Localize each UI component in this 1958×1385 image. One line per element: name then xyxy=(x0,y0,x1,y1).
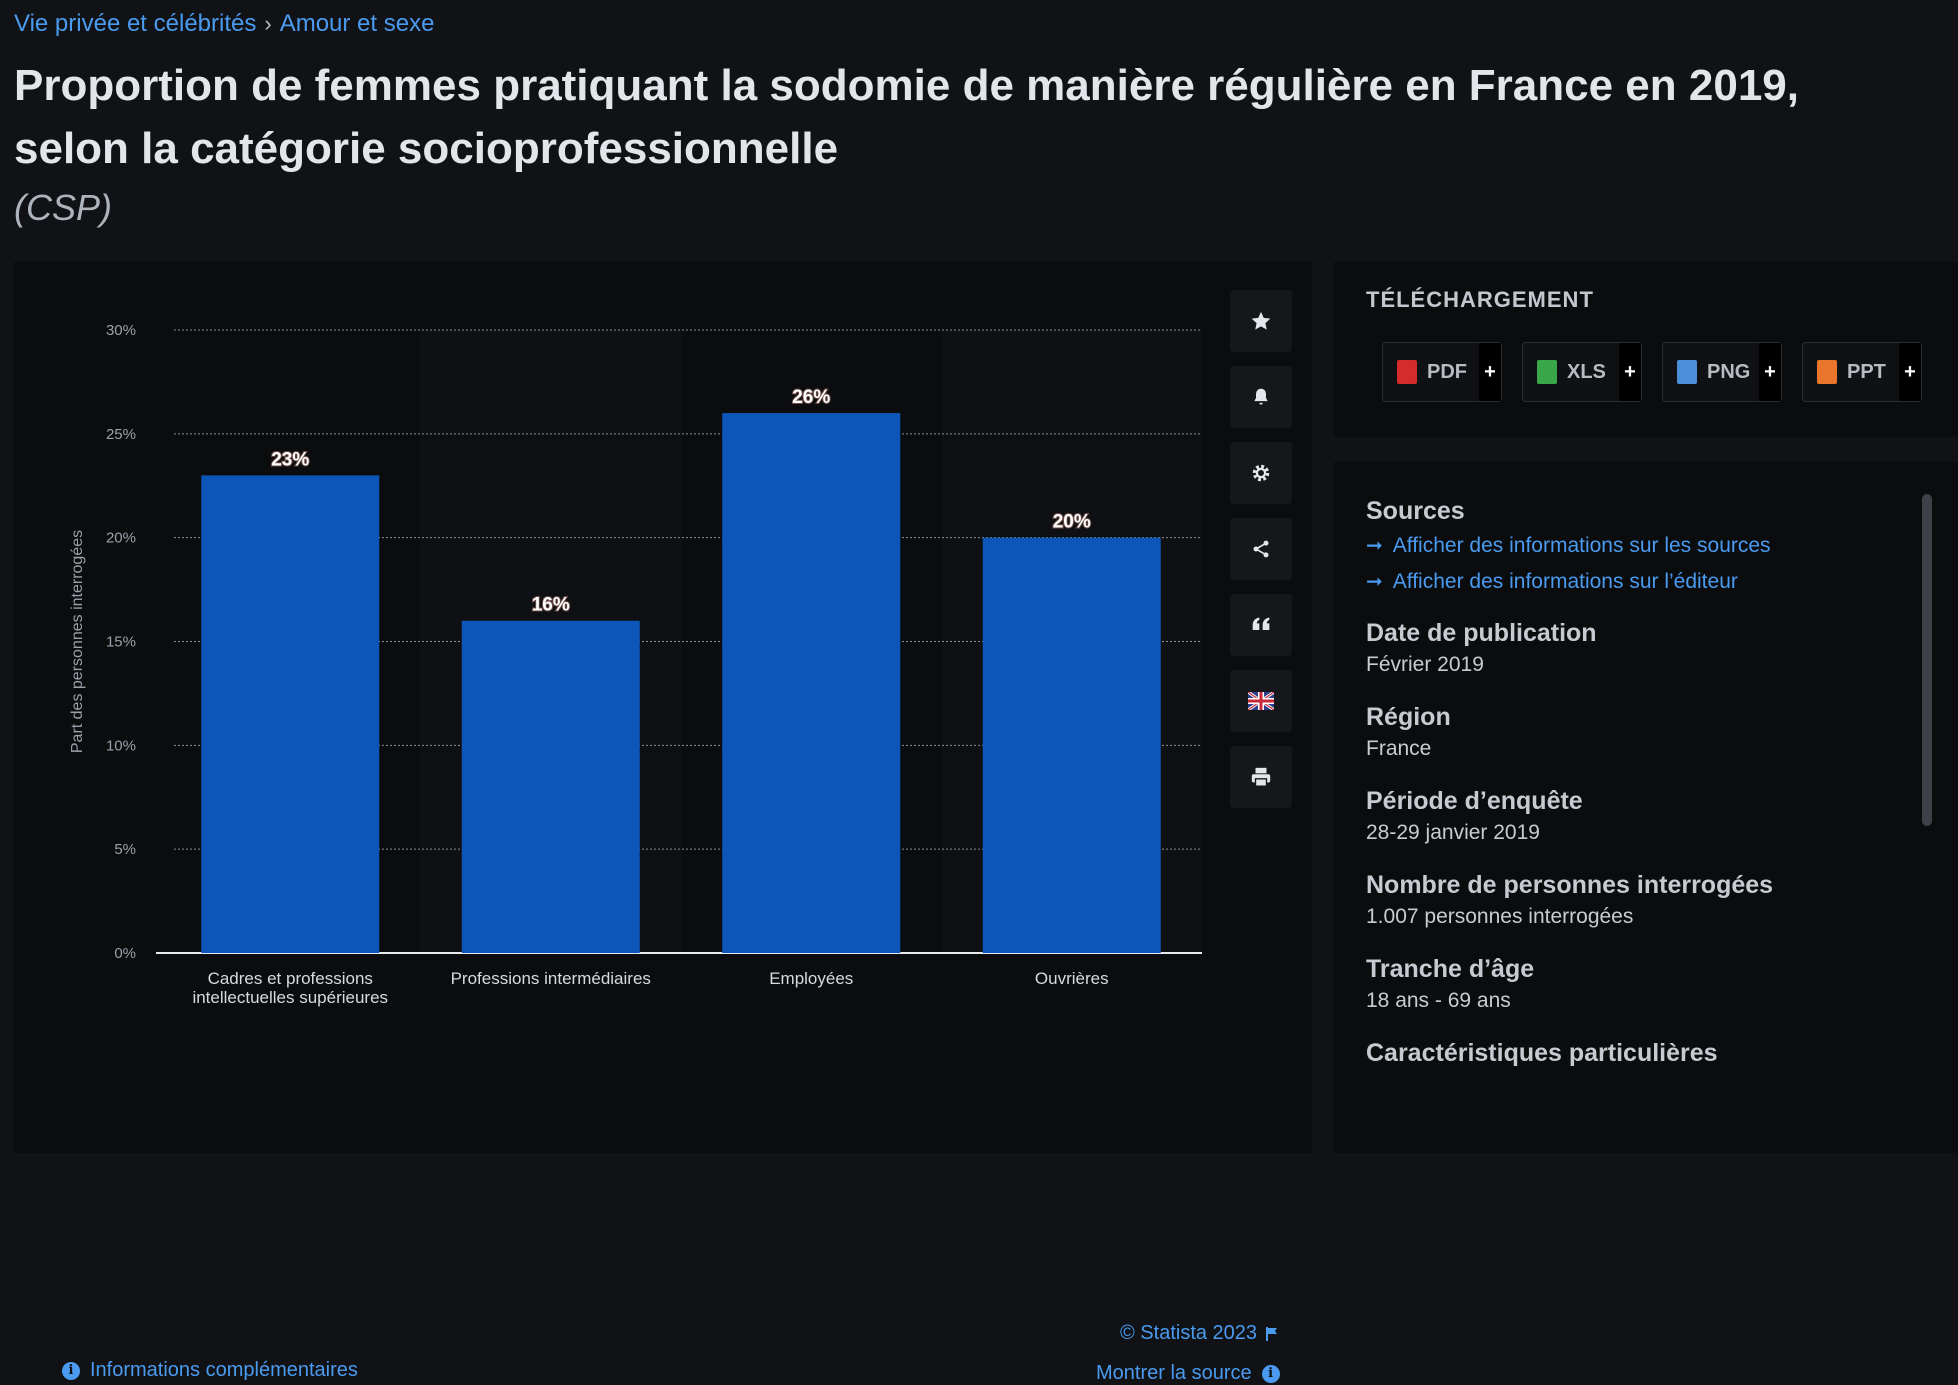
info-icon: i xyxy=(1261,1364,1280,1383)
chart-panel: 0% 5% 10% 15% 20% 25% 30% 23% 16% 26% 20% Cadres … xyxy=(14,262,1312,1384)
download-ppt-label: PPT xyxy=(1847,360,1886,383)
x-tick-label: Employées xyxy=(769,969,853,988)
bar-chart: 0% 5% 10% 15% 20% 25% 30% 23% 16% 26% 20% Cadres … xyxy=(69,322,1202,1007)
period-value: 28-29 janvier 2019 xyxy=(1366,821,1540,844)
plus-icon[interactable]: + xyxy=(1479,343,1501,401)
show-source-link[interactable]: Montrer la source i xyxy=(1096,1362,1280,1385)
download-png-label: PNG xyxy=(1707,360,1751,383)
plus-icon[interactable]: + xyxy=(1619,343,1641,401)
plus-icon[interactable]: + xyxy=(1899,343,1921,401)
breadcrumb-item-privacy[interactable]: Vie privée et célébrités xyxy=(14,10,257,37)
print-button[interactable] xyxy=(1230,746,1292,808)
info-scrollbar[interactable] xyxy=(1922,494,1932,826)
cite-button[interactable] xyxy=(1230,594,1292,656)
chart-toolbar xyxy=(1230,290,1292,808)
share-button[interactable] xyxy=(1230,518,1292,580)
bar xyxy=(461,620,640,953)
star-icon xyxy=(1251,311,1271,330)
y-tick-label: 25% xyxy=(106,426,136,443)
print-icon xyxy=(1251,767,1271,787)
flag-small-icon xyxy=(1266,1326,1278,1341)
show-source-label[interactable]: Montrer la source xyxy=(1096,1362,1252,1384)
data-label: 16% xyxy=(532,595,570,616)
settings-button[interactable] xyxy=(1230,442,1292,504)
breadcrumb: Vie privée et célébrités › Amour et sexe xyxy=(14,10,434,38)
y-tick-label: 10% xyxy=(106,737,136,754)
x-tick-label: Cadres et professions xyxy=(208,969,373,988)
page-title: Proportion de femmes pratiquant la sodom… xyxy=(14,61,1799,173)
sources-link[interactable]: ➞ Afficher des informations sur les sour… xyxy=(1366,528,1906,564)
statista-credit[interactable]: © Statista 2023 xyxy=(1120,1322,1279,1345)
age-heading: Tranche d’âge xyxy=(1366,955,1535,983)
download-png-button[interactable]: PNG + xyxy=(1662,342,1782,402)
ppt-file-icon xyxy=(1817,360,1837,384)
x-tick-label: Professions intermédiaires xyxy=(451,969,651,988)
y-tick-label: 0% xyxy=(114,945,136,962)
publisher-link[interactable]: ➞ Afficher des informations sur l’éditeu… xyxy=(1366,564,1906,600)
download-ppt-button[interactable]: PPT + xyxy=(1802,342,1922,402)
credit-text[interactable]: © Statista 2023 xyxy=(1120,1322,1258,1344)
data-label: 26% xyxy=(792,387,830,408)
png-file-icon xyxy=(1677,360,1697,384)
y-tick-label: 15% xyxy=(106,634,136,651)
data-label: 23% xyxy=(271,449,309,470)
xls-file-icon xyxy=(1537,360,1557,384)
region-heading: Région xyxy=(1366,703,1451,731)
x-tick-label: intellectuelles supérieures xyxy=(192,988,388,1007)
sources-heading: Sources xyxy=(1366,497,1465,525)
flag-icon xyxy=(1248,692,1274,710)
breadcrumb-item-love[interactable]: Amour et sexe xyxy=(279,10,435,37)
special-heading: Caractéristiques particulières xyxy=(1366,1039,1718,1067)
download-pdf-button[interactable]: PDF + xyxy=(1382,342,1502,402)
age-value: 18 ans - 69 ans xyxy=(1366,989,1511,1012)
info-content: Sources ➞ Afficher des informations sur … xyxy=(1366,494,1906,1070)
publisher-link-label[interactable]: Afficher des informations sur l’éditeur xyxy=(1392,570,1738,593)
download-panel: TÉLÉCHARGEMENT PDF + XLS + PNG + PPT + xyxy=(1334,262,1958,437)
more-info-label[interactable]: Informations complémentaires xyxy=(90,1359,358,1381)
favorite-button[interactable] xyxy=(1230,290,1292,352)
share-icon xyxy=(1253,540,1269,558)
more-info-link[interactable]: i Informations complémentaires xyxy=(62,1359,358,1382)
x-tick-label: Ouvrières xyxy=(1035,969,1109,988)
page-subtitle: (CSP) xyxy=(14,187,112,228)
bell-icon xyxy=(1254,388,1268,405)
language-button[interactable] xyxy=(1230,670,1292,732)
respondents-heading: Nombre de personnes interrogées xyxy=(1366,871,1774,899)
arrow-right-icon: ➞ xyxy=(1366,535,1383,557)
download-pdf-label: PDF xyxy=(1427,360,1467,383)
y-tick-label: 20% xyxy=(106,530,136,547)
plus-icon[interactable]: + xyxy=(1759,343,1781,401)
pdf-file-icon xyxy=(1397,360,1417,384)
bar xyxy=(982,537,1161,953)
period-heading: Période d’enquête xyxy=(1366,787,1583,815)
info-panel: Sources ➞ Afficher des informations sur … xyxy=(1334,462,1958,1153)
breadcrumb-separator: › xyxy=(264,11,272,36)
arrow-right-icon: ➞ xyxy=(1366,571,1383,593)
info-icon: i xyxy=(62,1361,80,1380)
notification-button[interactable] xyxy=(1230,366,1292,428)
gear-icon xyxy=(1252,464,1270,482)
quote-icon xyxy=(1252,617,1270,630)
pub-date-heading: Date de publication xyxy=(1366,619,1597,647)
y-axis-label: Part des personnes interrogées xyxy=(69,530,86,753)
pub-date-value: Février 2019 xyxy=(1366,653,1484,676)
download-title: TÉLÉCHARGEMENT xyxy=(1366,287,1594,312)
respondents-value: 1.007 personnes interrogées xyxy=(1366,905,1634,928)
bar xyxy=(722,413,901,953)
sources-link-label[interactable]: Afficher des informations sur les source… xyxy=(1392,534,1771,557)
chart-bars xyxy=(201,413,1161,953)
download-buttons: PDF + XLS + PNG + PPT + xyxy=(1382,342,1922,402)
y-tick-label: 30% xyxy=(106,322,136,339)
chart-labels: 23% 16% 26% 20% xyxy=(270,386,1092,617)
data-label: 20% xyxy=(1053,512,1091,533)
download-xls-label: XLS xyxy=(1567,360,1606,383)
y-tick-label: 5% xyxy=(114,841,136,858)
region-value: France xyxy=(1366,737,1432,760)
bar xyxy=(201,475,380,953)
download-xls-button[interactable]: XLS + xyxy=(1522,342,1642,402)
